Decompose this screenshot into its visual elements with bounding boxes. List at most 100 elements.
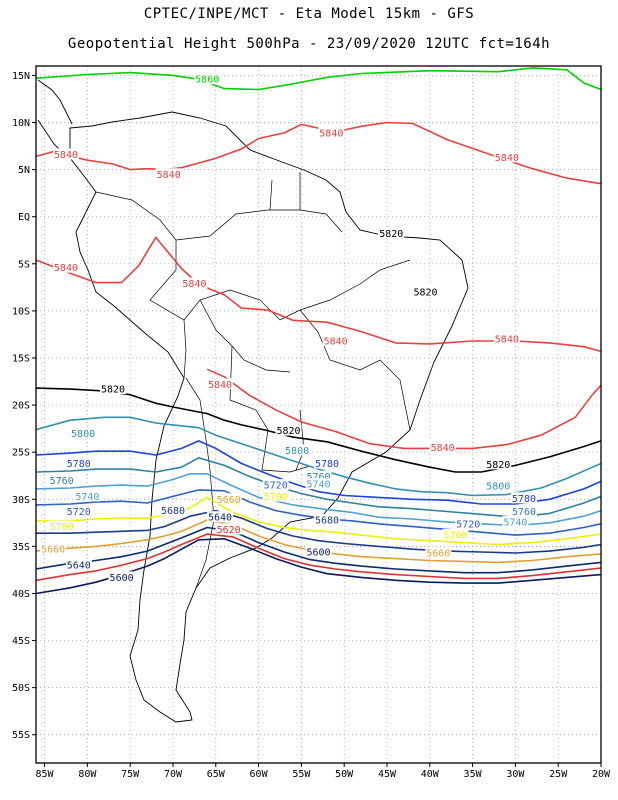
contour-label-text: 5780 [67, 459, 91, 470]
contour-label-background [378, 227, 405, 239]
map-title-line-2: Geopotential Height 500hPa - 23/09/2020 … [67, 36, 551, 52]
contour-label-background [215, 523, 242, 535]
contour-label-5840: 5840 [52, 148, 79, 161]
x-tick-label: 75W [121, 769, 140, 780]
contour-label-background [284, 444, 311, 456]
contour-label-5820: 5820 [485, 458, 512, 471]
y-tick-label: 25S [12, 448, 30, 459]
contour-label-5720: 5720 [262, 479, 289, 492]
contour-label-5840: 5840 [318, 126, 345, 139]
contour-label-background [305, 478, 332, 490]
contour-label-background [194, 73, 221, 85]
contour-label-5640: 5640 [207, 511, 234, 524]
contour-label-background [429, 441, 456, 453]
contour-label-5800: 5800 [485, 480, 512, 493]
contour-label-background [510, 492, 537, 504]
contour-label-background [207, 511, 234, 523]
contour-label-text: 5840 [208, 380, 232, 391]
contour-label-5760: 5760 [305, 470, 332, 483]
contour-label-background [262, 490, 289, 502]
y-tick-label: 40S [12, 589, 30, 600]
contour-label-5620: 5620 [215, 523, 242, 536]
contour-label-background [108, 571, 135, 583]
plot-frame [35, 65, 602, 764]
contour-label-5700: 5700 [48, 520, 75, 533]
x-tick-label: 35W [464, 769, 483, 780]
contour-label-5780: 5780 [510, 492, 537, 505]
country-borders [95, 172, 411, 589]
contour-label-text: 5700 [50, 522, 74, 533]
contour-label-background [305, 546, 332, 558]
x-tick-label: 65W [207, 769, 226, 780]
contour-label-text: 5760 [306, 472, 330, 483]
contour-label-text: 5800 [71, 429, 95, 440]
contour-label-background [510, 505, 537, 517]
x-tick-label: 55W [292, 769, 311, 780]
y-tick-label: 5S [18, 259, 30, 270]
contour-label-text: 5680 [315, 515, 339, 526]
y-tick-label: 5N [18, 165, 30, 176]
contour-label-5760: 5760 [510, 505, 537, 518]
contour-label-5660: 5660 [215, 493, 242, 506]
contour-label-5780: 5780 [65, 457, 92, 470]
contour-label-background [502, 515, 529, 527]
contour-label-background [305, 470, 332, 482]
contour-label-text: 5840 [319, 128, 343, 139]
x-tick-label: 85W [36, 769, 55, 780]
contour-label-text: 5700 [264, 492, 288, 503]
contour-label-text: 5740 [503, 517, 527, 528]
y-tick-label: 45S [12, 636, 30, 647]
contour-label-text: 5660 [41, 545, 65, 556]
contour-label-5660: 5660 [40, 543, 67, 556]
contour-label-text: 5840 [495, 335, 519, 346]
contour-label-text: 5820 [101, 385, 125, 396]
contour-label-text: 5800 [285, 446, 309, 457]
x-tick-label: 40W [421, 769, 440, 780]
contour-label-5840: 5840 [207, 378, 234, 391]
contour-label-background [215, 493, 242, 505]
contour-label-text: 5840 [324, 337, 348, 348]
y-tick-label: 10S [12, 306, 30, 317]
contour-lines [35, 67, 602, 595]
contour-label-text: 5600 [306, 548, 330, 559]
contour-label-background [52, 148, 79, 160]
contour-label-text: 5780 [512, 494, 536, 505]
contour-label-background [74, 490, 101, 502]
y-tick-label: 10N [12, 118, 30, 129]
contour-label-background [262, 479, 289, 491]
y-tick-label: 35S [12, 542, 30, 553]
contour-label-background [318, 126, 345, 138]
contour-label-text: 5840 [54, 150, 78, 161]
contour-label-background [65, 559, 92, 571]
y-tick-label: 50S [12, 683, 30, 694]
x-tick-label: 30W [506, 769, 525, 780]
contour-line-5660 [35, 519, 602, 564]
y-tick-label: 55S [12, 730, 30, 741]
y-tick-label: 15S [12, 353, 30, 364]
contour-label-text: 5740 [75, 492, 99, 503]
contour-label-background [181, 277, 208, 289]
contour-label-5820: 5820 [378, 227, 405, 240]
contour-label-5840: 5840 [493, 333, 520, 346]
contour-label-text: 5760 [50, 476, 74, 487]
contour-label-text: 5740 [306, 480, 330, 491]
contour-label-5740: 5740 [74, 490, 101, 503]
contour-label-background [425, 546, 452, 558]
x-tick-label: 45W [378, 769, 397, 780]
contour-label-5800: 5800 [284, 444, 311, 457]
contour-label-5680: 5680 [314, 513, 341, 526]
contour-label-text: 5680 [161, 506, 185, 517]
x-tick-label: 60W [250, 769, 269, 780]
contour-label-text: 5660 [217, 495, 241, 506]
contour-label-background [493, 151, 520, 163]
contour-label-text: 5840 [495, 153, 519, 164]
coastlines [37, 79, 469, 723]
contour-label-background [65, 457, 92, 469]
contour-label-text: 5800 [486, 482, 510, 493]
contour-label-5640: 5640 [65, 559, 92, 572]
contour-label-background [322, 335, 349, 347]
axis-ticks: 85W 80W 75W 70W 65W 60W 55W 50W 45W 40W 35W 30W 25W 2… [12, 71, 611, 780]
contour-label-background [48, 520, 75, 532]
contour-label-text: 5620 [217, 525, 241, 536]
